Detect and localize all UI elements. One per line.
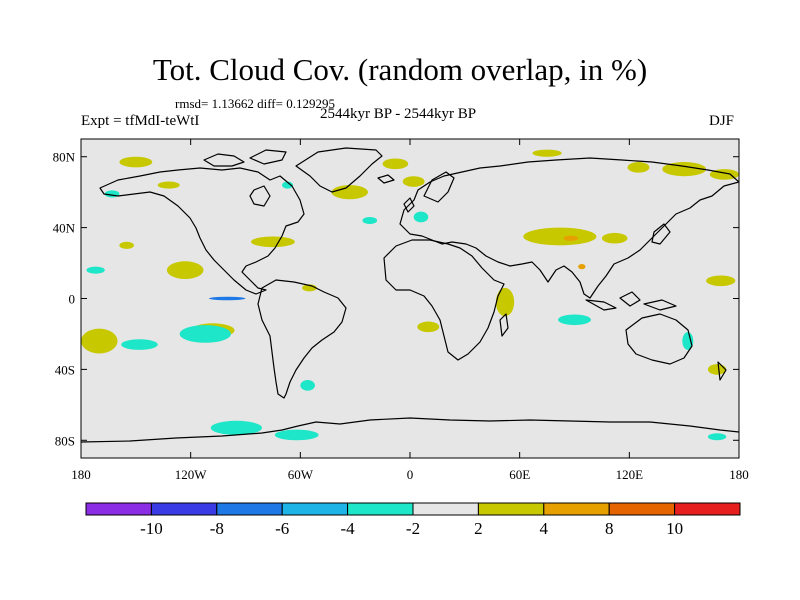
colorbar-swatch xyxy=(543,502,610,516)
coast-eurasia xyxy=(399,157,739,299)
x-tick-label: 120E xyxy=(616,467,644,482)
coast-north-america xyxy=(99,167,305,295)
colorbar-label: 8 xyxy=(605,519,614,538)
coast-africa xyxy=(383,239,505,361)
colorbar-swatch xyxy=(412,502,479,516)
coast-new-zealand xyxy=(717,361,727,381)
colorbar-swatch xyxy=(150,502,218,516)
colorbar-label: -6 xyxy=(275,519,289,538)
anomaly-patch xyxy=(601,232,628,244)
colorbar-label: -2 xyxy=(406,519,420,538)
anomaly-patch xyxy=(179,325,231,343)
x-tick-label: 180 xyxy=(71,467,91,482)
y-tick-label: 40N xyxy=(53,221,76,236)
stats-label: rmsd= 1.13662 diff= 0.129295 xyxy=(175,96,335,111)
colorbar: -10 -8 -6 -4 -2 2 4 8 10 xyxy=(85,502,741,538)
anomaly-patch xyxy=(402,176,425,187)
experiment-label: Expt = tfMdI-teWtI xyxy=(81,113,200,129)
colorbar-swatch xyxy=(281,502,349,516)
anomaly-patch xyxy=(250,236,295,248)
colorbar-label: 10 xyxy=(666,519,683,538)
anomaly-patch xyxy=(331,185,368,200)
anomaly-patch xyxy=(523,227,597,246)
colorbar-label: 2 xyxy=(474,519,483,538)
anomaly-patch xyxy=(210,420,262,435)
colorbar-swatch xyxy=(85,502,152,516)
anomaly-patch xyxy=(707,364,727,375)
colorbar-label: -8 xyxy=(210,519,224,538)
coast-madagascar xyxy=(499,313,509,337)
colorbar-swatch xyxy=(674,502,741,516)
anomaly-patch xyxy=(558,314,591,326)
x-tick-label: 120W xyxy=(175,467,208,482)
colorbar-swatch xyxy=(216,502,283,516)
anomaly-patch xyxy=(157,181,180,189)
x-tick-label: 180 xyxy=(729,467,749,482)
anomaly-patch xyxy=(119,156,153,168)
anomaly-patch xyxy=(121,339,158,350)
colorbar-label: -4 xyxy=(341,519,356,538)
anomaly-patch xyxy=(417,321,440,333)
anomaly-patch xyxy=(662,162,707,177)
anomaly-patch xyxy=(682,332,694,350)
colorbar-swatch xyxy=(477,502,545,516)
y-axis-ticks: 80N 40N 0 40S 80S xyxy=(53,150,739,448)
coast-iceland xyxy=(377,174,395,184)
x-axis-ticks: 180 120W 60W 0 60E 120E 180 xyxy=(71,139,749,482)
anomaly-patch xyxy=(707,433,727,441)
colorbar-label: 4 xyxy=(540,519,549,538)
anomaly-patch xyxy=(208,296,246,301)
anomaly-patch xyxy=(578,263,586,270)
period-label: 2544kyr BP - 2544kyr BP xyxy=(320,106,477,122)
x-tick-label: 60E xyxy=(509,467,530,482)
coast-british-isles xyxy=(403,197,415,213)
anomaly-patch xyxy=(532,149,562,157)
anomaly-patch xyxy=(382,158,409,170)
coast-south-america xyxy=(257,279,347,399)
anomaly-patch xyxy=(81,328,118,354)
anomaly-patch xyxy=(166,261,204,280)
coast-australia xyxy=(625,313,693,365)
colorbar-swatch xyxy=(347,502,414,516)
plot-title: Tot. Cloud Cov. (random overlap, in %) xyxy=(152,52,648,87)
anomaly-patch xyxy=(282,181,294,189)
coast-antarctica xyxy=(81,417,739,443)
anomaly-patch xyxy=(300,380,315,391)
x-tick-label: 60W xyxy=(288,467,314,482)
anomaly-patch xyxy=(706,275,736,287)
anomaly-layer xyxy=(81,149,739,441)
season-label: DJF xyxy=(709,113,735,129)
y-tick-label: 40S xyxy=(55,362,75,377)
coast-arctic-islands xyxy=(203,149,287,167)
anomaly-patch xyxy=(413,211,429,223)
coastlines xyxy=(81,147,739,443)
colorbar-swatch xyxy=(608,502,676,516)
y-tick-label: 0 xyxy=(69,292,76,307)
anomaly-patch xyxy=(563,235,579,241)
map-background xyxy=(81,139,739,458)
anomaly-patch xyxy=(495,287,515,317)
coast-hudson-bay xyxy=(249,185,271,207)
anomaly-patch xyxy=(627,162,650,173)
coast-japan xyxy=(651,223,671,245)
anomaly-patch xyxy=(362,216,378,225)
x-tick-label: 0 xyxy=(407,467,414,482)
coast-scandinavia xyxy=(423,171,455,203)
anomaly-patch xyxy=(119,241,135,249)
coast-greenland xyxy=(295,147,383,193)
coast-maritime-asia xyxy=(585,291,677,311)
anomaly-patch xyxy=(86,266,105,274)
y-tick-label: 80N xyxy=(53,150,76,165)
anomaly-patch xyxy=(274,429,319,441)
colorbar-label: -10 xyxy=(140,519,163,538)
y-tick-label: 80S xyxy=(55,433,75,448)
